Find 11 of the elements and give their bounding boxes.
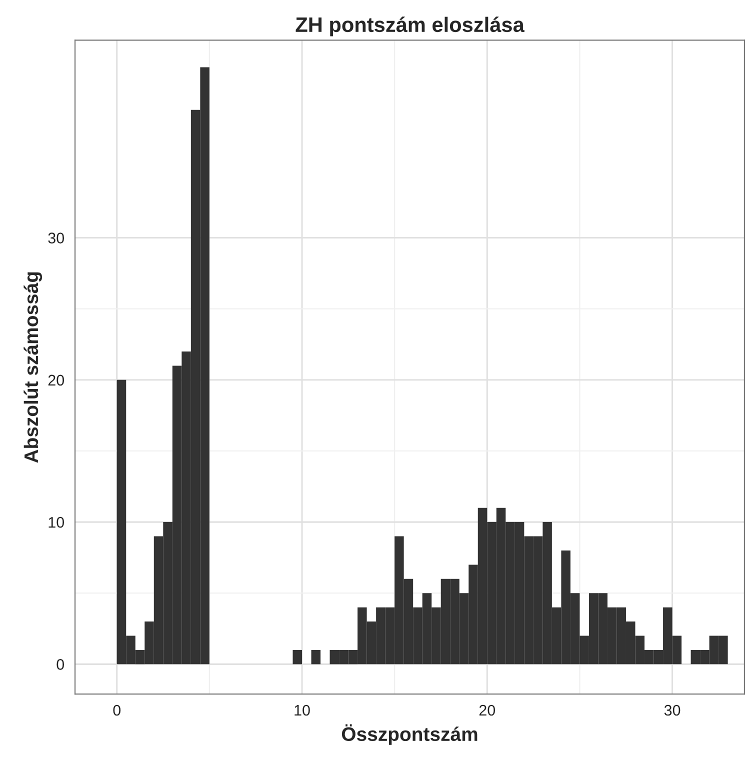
x-tick-label: 10 xyxy=(294,704,310,716)
y-tick-label: 20 xyxy=(48,374,64,386)
y-tick-label: 30 xyxy=(48,232,64,244)
x-axis-title: Összpontszám xyxy=(342,724,478,745)
chart-title: ZH pontszám eloszlása xyxy=(296,16,525,36)
x-tick-label: 30 xyxy=(664,704,680,716)
y-axis-title: Abszolút számosság xyxy=(24,272,42,463)
y-tick-label: 0 xyxy=(56,659,64,670)
x-tick-label: 20 xyxy=(479,704,496,716)
y-tick-label: 10 xyxy=(48,516,64,528)
x-tick-label: 0 xyxy=(113,704,121,716)
